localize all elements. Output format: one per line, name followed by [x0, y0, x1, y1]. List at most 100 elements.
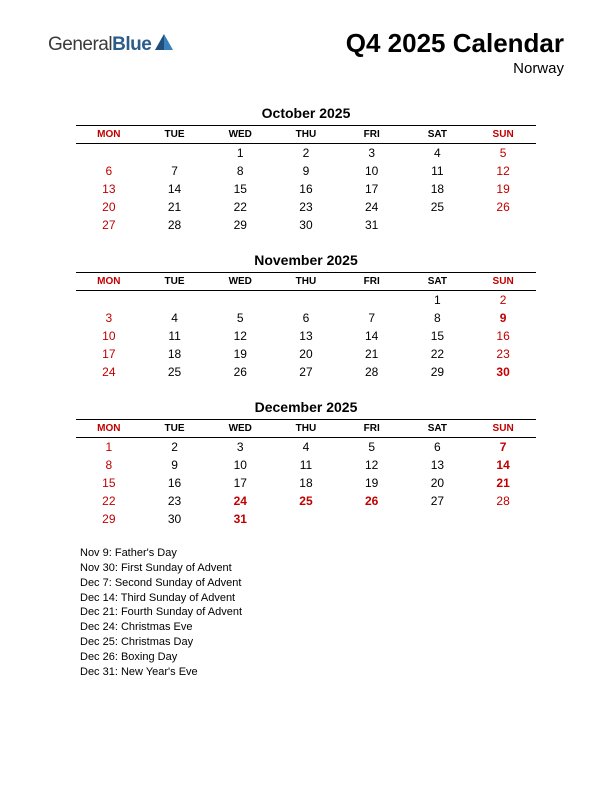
day-cell: 10 — [339, 162, 405, 180]
day-header: SUN — [470, 273, 536, 291]
day-cell — [273, 510, 339, 528]
day-cell: 3 — [207, 438, 273, 457]
table-row: 20212223242526 — [76, 198, 536, 216]
day-cell: 18 — [273, 474, 339, 492]
day-cell: 12 — [470, 162, 536, 180]
holiday-item: Dec 14: Third Sunday of Advent — [80, 591, 564, 606]
day-cell: 15 — [76, 474, 142, 492]
day-cell — [339, 291, 405, 310]
day-cell: 24 — [339, 198, 405, 216]
day-cell: 18 — [405, 180, 471, 198]
day-header: TUE — [142, 420, 208, 438]
day-cell: 6 — [76, 162, 142, 180]
day-header: SUN — [470, 420, 536, 438]
day-cell: 10 — [76, 327, 142, 345]
logo-blue: Blue — [112, 34, 151, 55]
page-title: Q4 2025 Calendar — [346, 28, 564, 59]
day-cell: 4 — [142, 309, 208, 327]
day-header: TUE — [142, 273, 208, 291]
month-title: November 2025 — [76, 252, 536, 268]
day-cell: 3 — [339, 144, 405, 163]
day-cell: 8 — [207, 162, 273, 180]
day-cell — [76, 291, 142, 310]
day-cell: 31 — [339, 216, 405, 234]
page-subtitle: Norway — [346, 60, 564, 77]
day-cell: 7 — [470, 438, 536, 457]
day-header: SAT — [405, 273, 471, 291]
calendar-page: GeneralBlue Q4 2025 Calendar Norway Octo… — [0, 0, 612, 700]
day-cell: 18 — [142, 345, 208, 363]
day-cell: 9 — [142, 456, 208, 474]
calendar-table: MONTUEWEDTHUFRISATSUN1234567891011121314… — [76, 419, 536, 528]
day-cell — [207, 291, 273, 310]
day-cell: 17 — [339, 180, 405, 198]
day-cell: 12 — [339, 456, 405, 474]
day-cell: 9 — [273, 162, 339, 180]
day-cell: 27 — [405, 492, 471, 510]
day-cell: 12 — [207, 327, 273, 345]
day-cell: 25 — [273, 492, 339, 510]
day-cell: 20 — [405, 474, 471, 492]
day-cell — [470, 216, 536, 234]
logo-text: GeneralBlue — [48, 34, 151, 56]
day-cell: 14 — [142, 180, 208, 198]
day-cell: 23 — [273, 198, 339, 216]
day-cell: 25 — [405, 198, 471, 216]
table-row: 2728293031 — [76, 216, 536, 234]
sail-icon — [153, 32, 175, 57]
day-cell: 1 — [207, 144, 273, 163]
day-cell: 19 — [207, 345, 273, 363]
day-cell: 30 — [142, 510, 208, 528]
day-header: SAT — [405, 126, 471, 144]
day-cell: 24 — [207, 492, 273, 510]
month-title: December 2025 — [76, 399, 536, 415]
day-cell: 28 — [470, 492, 536, 510]
day-cell: 5 — [207, 309, 273, 327]
day-cell: 13 — [273, 327, 339, 345]
day-header: MON — [76, 273, 142, 291]
day-header: THU — [273, 126, 339, 144]
titles: Q4 2025 Calendar Norway — [346, 28, 564, 77]
table-row: 10111213141516 — [76, 327, 536, 345]
day-header: TUE — [142, 126, 208, 144]
day-cell: 1 — [405, 291, 471, 310]
day-cell: 20 — [76, 198, 142, 216]
day-cell: 5 — [470, 144, 536, 163]
day-cell: 23 — [142, 492, 208, 510]
day-cell: 14 — [339, 327, 405, 345]
day-cell: 29 — [405, 363, 471, 381]
day-header: FRI — [339, 420, 405, 438]
month-block: November 2025MONTUEWEDTHUFRISATSUN123456… — [76, 252, 536, 381]
header: GeneralBlue Q4 2025 Calendar Norway — [48, 28, 564, 77]
day-header: FRI — [339, 126, 405, 144]
day-header: WED — [207, 126, 273, 144]
day-cell — [405, 510, 471, 528]
day-cell: 15 — [405, 327, 471, 345]
day-cell: 15 — [207, 180, 273, 198]
day-cell: 16 — [470, 327, 536, 345]
table-row: 1234567 — [76, 438, 536, 457]
day-cell: 20 — [273, 345, 339, 363]
month-block: December 2025MONTUEWEDTHUFRISATSUN123456… — [76, 399, 536, 528]
calendar-table: MONTUEWEDTHUFRISATSUN1234567891011121314… — [76, 272, 536, 381]
day-cell: 10 — [207, 456, 273, 474]
holiday-item: Dec 7: Second Sunday of Advent — [80, 576, 564, 591]
day-header: WED — [207, 420, 273, 438]
day-header: SAT — [405, 420, 471, 438]
table-row: 17181920212223 — [76, 345, 536, 363]
table-row: 293031 — [76, 510, 536, 528]
day-cell: 31 — [207, 510, 273, 528]
day-cell: 28 — [142, 216, 208, 234]
holiday-item: Dec 26: Boxing Day — [80, 650, 564, 665]
day-cell: 21 — [470, 474, 536, 492]
logo: GeneralBlue — [48, 32, 175, 57]
day-cell: 19 — [470, 180, 536, 198]
day-cell: 16 — [273, 180, 339, 198]
day-cell: 1 — [76, 438, 142, 457]
day-cell: 8 — [76, 456, 142, 474]
day-header: FRI — [339, 273, 405, 291]
day-cell: 27 — [273, 363, 339, 381]
holiday-item: Dec 25: Christmas Day — [80, 635, 564, 650]
day-cell: 7 — [339, 309, 405, 327]
day-cell: 22 — [207, 198, 273, 216]
